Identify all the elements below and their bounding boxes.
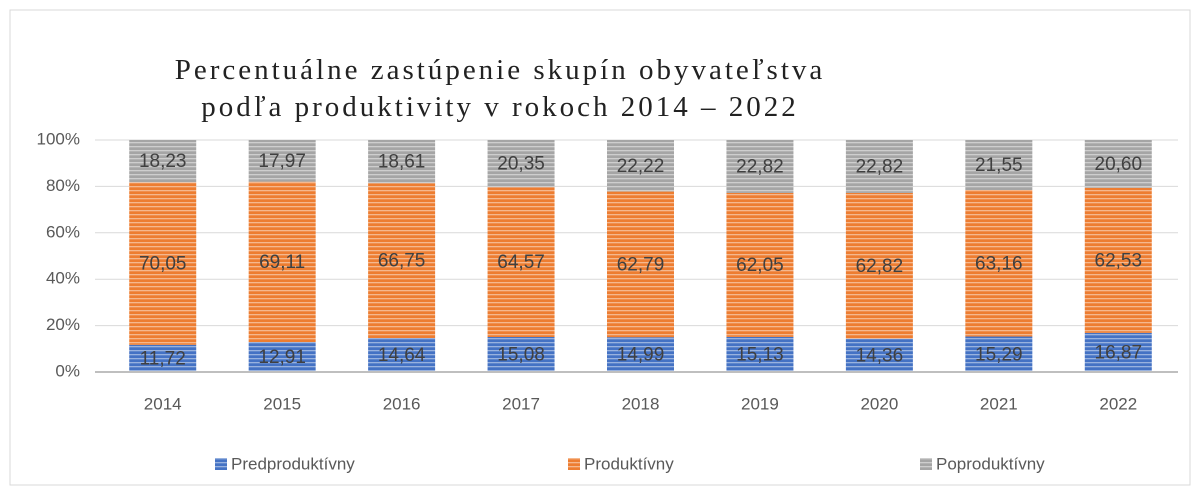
x-tick-label: 2022 bbox=[1099, 394, 1137, 413]
y-tick-label: 100% bbox=[37, 129, 80, 148]
data-label: 12,91 bbox=[258, 347, 306, 368]
data-label: 64,57 bbox=[497, 252, 545, 273]
x-tick-label: 2021 bbox=[980, 394, 1018, 413]
data-label: 66,75 bbox=[378, 251, 426, 272]
bar-segment bbox=[1084, 187, 1152, 333]
bar-segment bbox=[607, 191, 674, 338]
bar-segment bbox=[965, 189, 1033, 337]
bar-segment bbox=[1084, 140, 1152, 188]
data-label: 69,11 bbox=[259, 252, 305, 273]
x-tick-label: 2016 bbox=[383, 394, 421, 413]
x-tick-label: 2018 bbox=[622, 394, 660, 413]
data-label: 15,08 bbox=[497, 345, 545, 366]
bar-segment bbox=[845, 338, 913, 372]
x-tick-label: 2015 bbox=[263, 394, 301, 413]
bar-segment bbox=[726, 192, 794, 337]
y-tick-label: 20% bbox=[46, 315, 80, 334]
bar-segment bbox=[368, 338, 436, 372]
chart-title: Percentuálne zastúpenie skupín obyvateľs… bbox=[174, 54, 826, 123]
y-tick-label: 60% bbox=[46, 222, 80, 241]
legend-swatch bbox=[920, 458, 932, 470]
bar-segment bbox=[487, 337, 555, 372]
legend-label: Poproduktívny bbox=[936, 454, 1045, 473]
data-label: 62,82 bbox=[856, 256, 904, 277]
data-label: 16,87 bbox=[1095, 342, 1143, 363]
y-tick-label: 80% bbox=[46, 176, 80, 195]
data-label: 62,05 bbox=[736, 255, 784, 276]
data-label: 14,99 bbox=[617, 345, 665, 366]
legend-label: Produktívny bbox=[584, 454, 674, 473]
bar-segment bbox=[487, 187, 555, 338]
chart-border bbox=[9, 9, 1191, 486]
data-label: 20,35 bbox=[497, 154, 545, 175]
bar-segment bbox=[248, 342, 316, 372]
bar-segment bbox=[487, 140, 555, 188]
y-tick-label: 0% bbox=[55, 361, 80, 380]
bar-segment bbox=[965, 336, 1033, 372]
bar-segment bbox=[607, 140, 674, 192]
legend-swatch bbox=[215, 458, 227, 470]
data-label: 11,72 bbox=[140, 348, 186, 369]
bar-segment bbox=[845, 140, 913, 193]
bar-segment bbox=[129, 182, 197, 345]
bar-segment bbox=[845, 192, 913, 339]
y-tick-label: 40% bbox=[46, 269, 80, 288]
bar-segment bbox=[248, 181, 316, 343]
data-label: 22,82 bbox=[856, 156, 904, 177]
x-tick-label: 2020 bbox=[860, 394, 898, 413]
data-label: 20,60 bbox=[1095, 154, 1143, 175]
data-label: 18,23 bbox=[139, 151, 187, 172]
data-label: 62,53 bbox=[1095, 250, 1143, 271]
data-label: 22,82 bbox=[736, 156, 784, 177]
data-label: 15,29 bbox=[975, 344, 1023, 365]
data-label: 15,13 bbox=[736, 344, 784, 365]
legend-swatch bbox=[568, 458, 580, 470]
x-tick-label: 2019 bbox=[741, 394, 779, 413]
data-label: 63,16 bbox=[975, 253, 1023, 274]
data-label: 70,05 bbox=[139, 254, 187, 275]
bar-segment bbox=[726, 336, 794, 372]
bar-segment bbox=[607, 337, 674, 372]
bar-segment bbox=[248, 140, 316, 182]
bar-segment bbox=[129, 344, 197, 372]
data-label: 62,79 bbox=[617, 254, 665, 275]
bar-segment bbox=[368, 183, 436, 339]
legend-label: Predproduktívny bbox=[231, 454, 355, 473]
data-label: 21,55 bbox=[975, 155, 1023, 176]
bar-segment bbox=[965, 140, 1033, 190]
data-label: 18,61 bbox=[378, 152, 426, 173]
bar-segment bbox=[368, 140, 436, 184]
bar-segment bbox=[1084, 332, 1152, 372]
x-tick-label: 2017 bbox=[502, 394, 540, 413]
data-label: 14,64 bbox=[378, 345, 426, 366]
bar-segment bbox=[726, 140, 794, 193]
data-label: 22,22 bbox=[617, 156, 665, 177]
bar-segment bbox=[129, 140, 197, 183]
x-tick-label: 2014 bbox=[144, 394, 182, 413]
data-label: 14,36 bbox=[856, 345, 904, 366]
data-label: 17,97 bbox=[258, 151, 306, 172]
